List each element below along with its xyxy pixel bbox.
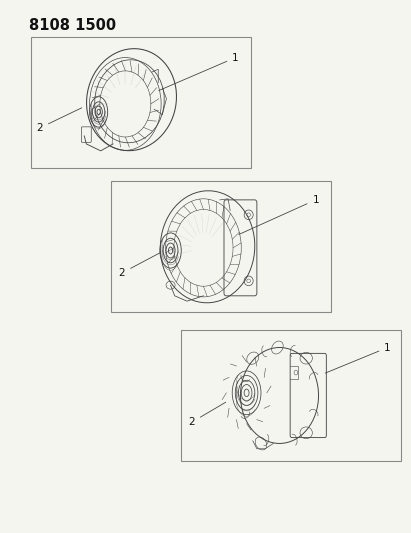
- Text: 1: 1: [239, 195, 319, 235]
- Text: 2: 2: [37, 108, 82, 133]
- Text: 2: 2: [119, 253, 160, 278]
- Text: 1: 1: [159, 53, 239, 91]
- Bar: [111, 181, 331, 312]
- Bar: [181, 330, 401, 461]
- Bar: [31, 37, 251, 168]
- Text: 8108 1500: 8108 1500: [29, 18, 116, 33]
- Text: 1: 1: [325, 343, 391, 373]
- Text: 2: 2: [189, 402, 226, 427]
